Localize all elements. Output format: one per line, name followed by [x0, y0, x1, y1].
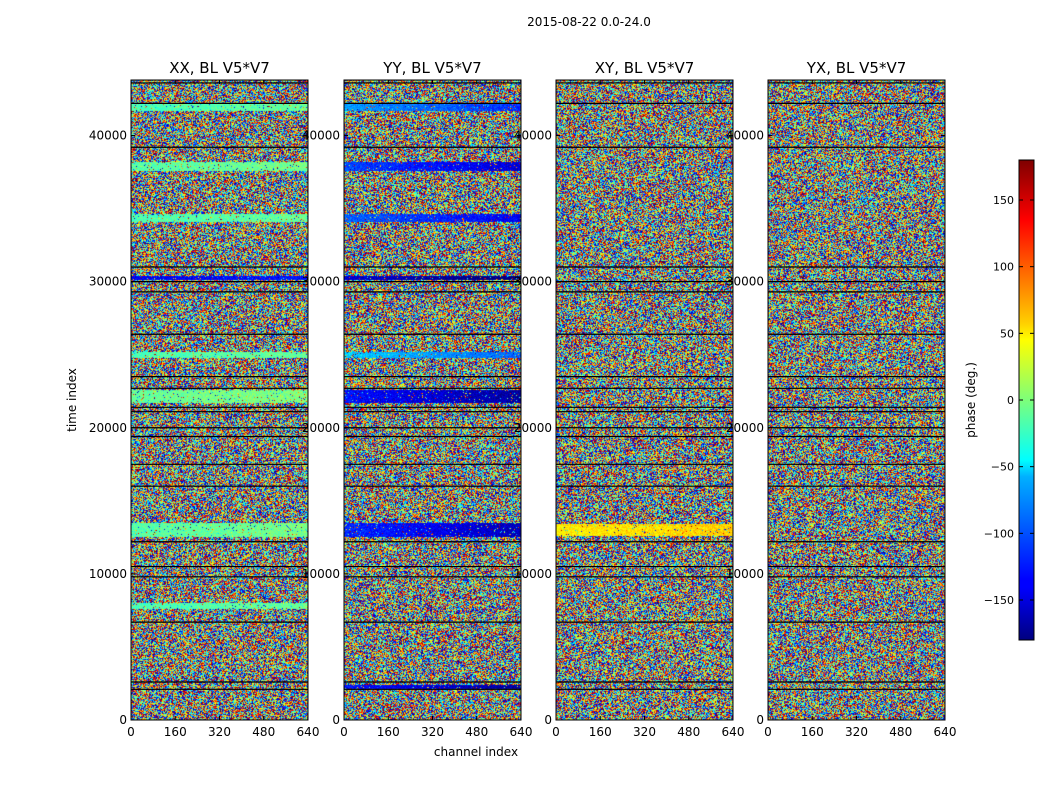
- x-tick-label: 320: [421, 725, 444, 739]
- panel-3: YX, BL V5*V7 0 160 320 480 640 0 10000 20000 3000…: [726, 59, 957, 739]
- x-tick-label: 640: [934, 725, 957, 739]
- panel-1: YY, BL V5*V7 0 160 320 480 640 0 10000 20000 3000…: [302, 59, 533, 739]
- y-tick-label: 30000: [302, 275, 340, 289]
- x-tick-label: 480: [889, 725, 912, 739]
- x-tick-label: 160: [589, 725, 612, 739]
- y-tick-label: 0: [119, 713, 127, 727]
- y-tick-label: 10000: [726, 567, 764, 581]
- panel-title: XX, BL V5*V7: [169, 59, 270, 77]
- x-tick-label: 320: [845, 725, 868, 739]
- colorbar-tick-label: −50: [991, 461, 1014, 474]
- panels: XX, BL V5*V7 0 160 320 480 640 0 10000 20000 3000…: [89, 59, 957, 739]
- y-tick-label: 20000: [726, 421, 764, 435]
- figure-suptitle: 2015-08-22 0.0-24.0: [527, 15, 651, 29]
- y-tick-label: 0: [332, 713, 340, 727]
- colorbar-label: phase (deg.): [964, 362, 978, 438]
- y-tick-label: 10000: [514, 567, 552, 581]
- x-tick-label: 0: [552, 725, 560, 739]
- colorbar-tick-label: −100: [984, 527, 1014, 540]
- panel-2: XY, BL V5*V7 0 160 320 480 640 0 10000 20000 3000…: [514, 59, 745, 739]
- y-tick-label: 10000: [302, 567, 340, 581]
- panel-title: XY, BL V5*V7: [595, 59, 695, 77]
- x-tick-label: 640: [722, 725, 745, 739]
- y-tick-label: 0: [544, 713, 552, 727]
- colorbar-tick-label: 50: [1000, 327, 1014, 340]
- y-tick-label: 20000: [514, 421, 552, 435]
- heatmap-image: [556, 80, 733, 720]
- heatmap-image: [344, 80, 521, 720]
- x-tick-label: 160: [377, 725, 400, 739]
- heatmap-image: [131, 80, 308, 720]
- x-tick-label: 480: [465, 725, 488, 739]
- colorbar-tick-label: 0: [1007, 394, 1014, 407]
- y-tick-label: 20000: [89, 421, 127, 435]
- x-tick-label: 480: [252, 725, 275, 739]
- colorbar-tick-label: 100: [993, 261, 1014, 274]
- x-tick-label: 0: [127, 725, 135, 739]
- x-tick-label: 480: [677, 725, 700, 739]
- heatmap-image: [768, 80, 945, 720]
- y-axis-label: time index: [65, 368, 79, 432]
- colorbar-ticks: 150 100 50 0 −50 −100 −150: [984, 194, 1034, 607]
- y-tick-label: 40000: [514, 129, 552, 143]
- y-tick-label: 0: [756, 713, 764, 727]
- x-tick-label: 320: [633, 725, 656, 739]
- y-tick-label: 30000: [514, 275, 552, 289]
- y-tick-label: 30000: [89, 275, 127, 289]
- y-tick-label: 10000: [89, 567, 127, 581]
- x-tick-label: 0: [764, 725, 772, 739]
- y-tick-label: 40000: [89, 129, 127, 143]
- x-tick-label: 640: [510, 725, 533, 739]
- colorbar-tick-label: −150: [984, 594, 1014, 607]
- y-tick-label: 20000: [302, 421, 340, 435]
- x-tick-label: 0: [340, 725, 348, 739]
- x-tick-label: 160: [801, 725, 824, 739]
- y-tick-label: 40000: [302, 129, 340, 143]
- colorbar: 150 100 50 0 −50 −100 −150 phase (deg.): [964, 159, 1035, 641]
- x-axis-label: channel index: [434, 745, 518, 759]
- y-tick-label: 30000: [726, 275, 764, 289]
- colorbar-tick-label: 150: [993, 194, 1014, 207]
- panel-title: YX, BL V5*V7: [806, 59, 907, 77]
- x-tick-label: 160: [164, 725, 187, 739]
- x-tick-label: 320: [208, 725, 231, 739]
- x-tick-label: 640: [297, 725, 320, 739]
- panel-0: XX, BL V5*V7 0 160 320 480 640 0 10000 20000 3000…: [89, 59, 320, 739]
- panel-title: YY, BL V5*V7: [382, 59, 481, 77]
- y-tick-label: 40000: [726, 129, 764, 143]
